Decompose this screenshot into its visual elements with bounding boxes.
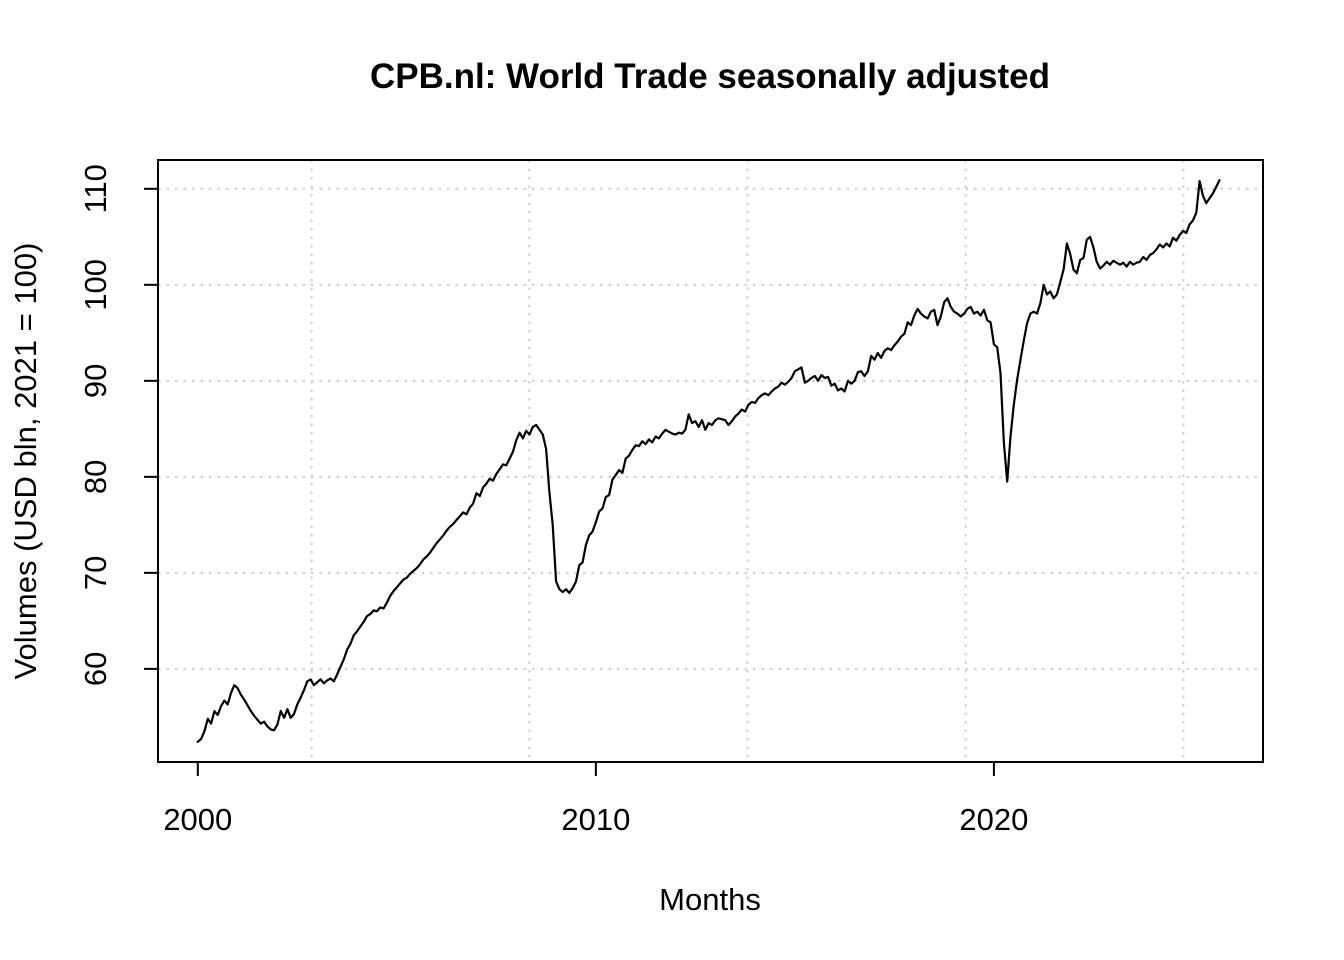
y-axis-title: Volumes (USD bln, 2021 = 100)	[8, 243, 43, 680]
x-axis-title: Months	[659, 882, 761, 917]
plot-border	[157, 159, 1264, 763]
y-axis-tick-label: 70	[78, 556, 113, 590]
y-axis-tick-label: 80	[78, 460, 113, 494]
x-axis-tick-label: 2010	[561, 802, 630, 837]
grid-lines	[158, 160, 1263, 762]
axes: 2000 2010 2020 60 70 80 90 100 110	[78, 159, 1264, 837]
x-axis-tick-label: 2000	[163, 802, 232, 837]
chart-title: CPB.nl: World Trade seasonally adjusted	[370, 57, 1050, 96]
y-axis-tick-label: 90	[78, 364, 113, 398]
x-axis-tick-label: 2020	[959, 802, 1028, 837]
y-axis-tick-label: 100	[78, 259, 113, 311]
y-axis-tick-label: 60	[78, 652, 113, 686]
trade-volume-line	[196, 179, 1221, 743]
data-series	[196, 179, 1221, 743]
y-axis-tick-label: 110	[78, 164, 113, 213]
